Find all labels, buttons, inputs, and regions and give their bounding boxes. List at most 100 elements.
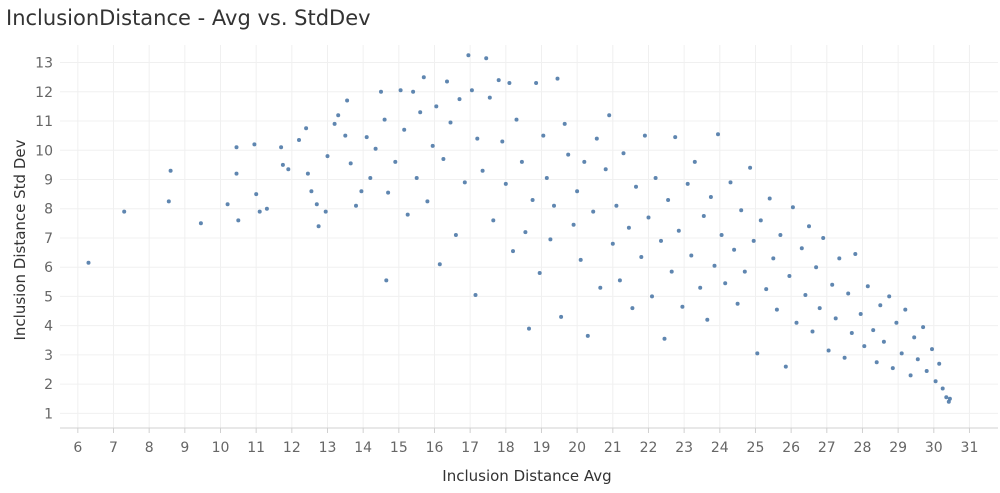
scatter-point: [264, 206, 269, 211]
scatter-point: [354, 203, 358, 208]
scatter-point: [511, 249, 515, 254]
x-tick-label: 17: [461, 440, 479, 456]
scatter-point: [234, 145, 239, 150]
scatter-point: [379, 89, 383, 94]
x-tick-label: 14: [354, 440, 372, 456]
scatter-point: [345, 98, 350, 103]
x-tick-label: 24: [711, 440, 729, 456]
scatter-point: [386, 190, 391, 195]
scatter-point: [393, 159, 398, 164]
scatter-point: [575, 189, 580, 194]
scatter-point: [817, 306, 822, 311]
scatter-point: [767, 196, 772, 201]
scatter-point: [566, 152, 571, 157]
scatter-point: [336, 113, 341, 118]
y-tick-label: 6: [44, 260, 53, 276]
scatter-point: [778, 233, 783, 237]
scatter-point: [585, 333, 590, 338]
scatter-point: [937, 361, 942, 366]
scatter-point: [723, 281, 728, 286]
scatter-point: [309, 189, 314, 194]
scatter-point: [544, 176, 549, 180]
y-tick-label: 2: [44, 377, 53, 393]
scatter-point: [198, 221, 203, 226]
y-tick-label: 4: [44, 319, 53, 335]
y-tick-label: 1: [44, 406, 53, 422]
scatter-point: [716, 132, 720, 137]
scatter-point: [487, 95, 492, 100]
scatter-point: [236, 218, 241, 223]
scatter-point: [708, 195, 713, 199]
scatter-point: [915, 357, 920, 362]
scatter-point: [739, 208, 744, 213]
scatter-point: [402, 127, 407, 132]
scatter-point: [846, 291, 851, 296]
scatter-point: [810, 329, 815, 334]
x-axis-title: Inclusion Distance Avg: [442, 467, 611, 485]
scatter-point: [673, 135, 678, 140]
scatter-point: [881, 339, 886, 344]
scatter-point: [384, 278, 389, 283]
scatter-point: [234, 171, 239, 176]
scatter-point: [305, 171, 310, 176]
scatter-point: [758, 218, 763, 223]
scatter-point: [552, 203, 556, 208]
scatter-point: [562, 121, 567, 126]
x-tick-label: 16: [426, 440, 444, 456]
scatter-point: [578, 257, 583, 262]
scatter-point: [642, 133, 647, 138]
chart-title: InclusionDistance - Avg vs. StdDev: [6, 6, 371, 30]
scatter-point: [890, 366, 895, 371]
scatter-point: [559, 314, 564, 319]
x-tick-label: 9: [180, 440, 189, 456]
scatter-point: [787, 274, 792, 278]
scatter-point: [621, 151, 626, 156]
scatter-point: [944, 395, 949, 400]
x-tick-label: 25: [747, 440, 765, 456]
scatter-point: [514, 117, 519, 122]
scatter-point: [878, 303, 883, 308]
scatter-point: [858, 312, 863, 316]
x-tick-label: 26: [782, 440, 800, 456]
scatter-point: [457, 97, 462, 102]
scatter-point: [790, 205, 795, 210]
scatter-point: [653, 176, 658, 180]
scatter-point: [837, 256, 842, 261]
scatter-point: [783, 364, 788, 369]
x-tick-label: 19: [533, 440, 551, 456]
scatter-point: [304, 126, 309, 131]
scatter-point: [527, 326, 531, 331]
scatter-point: [168, 168, 173, 173]
scatter-point: [398, 88, 403, 93]
scatter-point: [425, 199, 430, 204]
scatter-point: [530, 198, 535, 202]
scatter-point: [853, 252, 858, 256]
x-tick-label: 13: [319, 440, 337, 456]
scatter-point: [924, 369, 929, 373]
scatter-point: [441, 157, 446, 161]
scatter-point: [373, 146, 378, 151]
scatter-point: [257, 209, 262, 214]
scatter-point: [833, 316, 838, 321]
scatter-point: [705, 317, 710, 322]
scatter-point: [364, 135, 369, 140]
scatter-point: [555, 76, 560, 81]
scatter-point: [799, 246, 804, 251]
scatter-point: [814, 265, 819, 270]
scatter-point: [735, 301, 740, 306]
x-tick-label: 20: [568, 440, 586, 456]
scatter-point: [626, 225, 631, 230]
scatter-point: [286, 167, 291, 172]
data-points: [86, 53, 952, 404]
scatter-point: [603, 167, 608, 172]
scatter-point: [807, 224, 811, 229]
y-tick-label: 8: [44, 202, 53, 218]
scatter-point: [500, 139, 505, 144]
scatter-point: [382, 117, 387, 122]
scatter-point: [712, 263, 717, 268]
scatter-point: [348, 161, 353, 166]
scatter-point: [297, 138, 301, 142]
scatter-point: [507, 81, 512, 85]
scatter-point: [418, 110, 423, 115]
